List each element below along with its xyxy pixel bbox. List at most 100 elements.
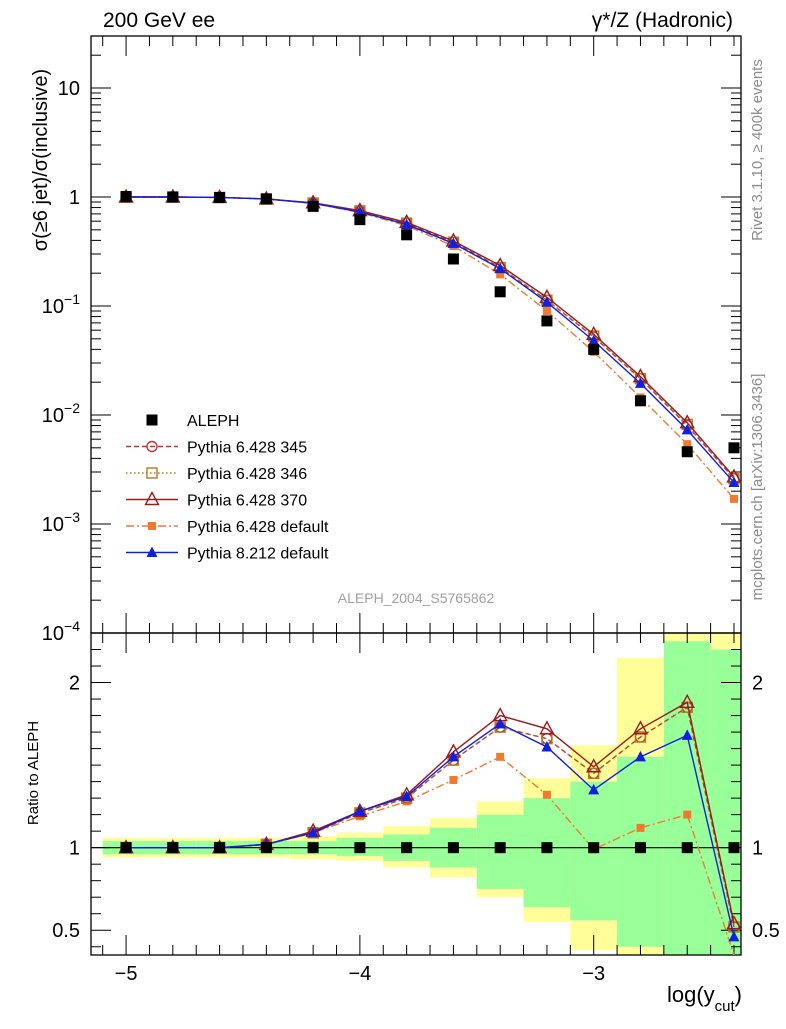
x-tick-label: −4 [348, 963, 371, 985]
ratio-point-ALEPH [214, 842, 226, 854]
data-point-p8 [681, 423, 693, 435]
ratio-point-p8 [634, 750, 646, 762]
legend-label-p345: Pythia 6.428 345 [187, 440, 307, 457]
ratio-point-p370 [632, 720, 649, 735]
data-point-p8 [401, 218, 413, 229]
data-point-p8 [728, 476, 740, 488]
ratio-point-ALEPH [728, 842, 740, 854]
data-point-ALEPH [681, 446, 693, 458]
ratio-point-p8 [494, 717, 506, 729]
watermark: ALEPH_2004_S5765862 [338, 590, 495, 606]
data-point-ALEPH [354, 214, 366, 226]
legend-label-p346: Pythia 6.428 346 [187, 466, 307, 483]
ratio-point-p8 [401, 790, 413, 801]
ratio-point-ALEPH [681, 842, 693, 854]
ratio-ylabel: Ratio to ALEPH [25, 721, 42, 825]
band-green [710, 649, 741, 955]
ratio-point-p346 [634, 731, 647, 743]
y-tick-label: 10 [58, 78, 80, 100]
y-tick-label: 1 [69, 187, 80, 209]
legend-label-p370: Pythia 6.428 370 [187, 493, 307, 510]
legend-marker-p345 [146, 440, 158, 453]
data-point-p8 [354, 205, 366, 217]
data-point-ALEPH [401, 229, 413, 241]
ratio-point-ALEPH [307, 842, 319, 854]
series-line-p370 [126, 196, 735, 478]
ratio-point-pdefault [636, 823, 645, 832]
series-line-p346 [126, 196, 735, 480]
ratio-point-p370 [679, 693, 695, 709]
ratio-point-ALEPH [447, 842, 459, 854]
ratio-point-p346 [587, 767, 600, 780]
ratio-point-p8 [307, 826, 319, 838]
y-tick-label: 10−2 [42, 400, 80, 427]
ratio-point-ALEPH [634, 842, 646, 854]
ratio-y-tick-label-right: 0.5 [752, 920, 780, 942]
data-point-p8 [588, 334, 600, 346]
data-point-ALEPH [260, 193, 272, 205]
legend-label-ALEPH: ALEPH [187, 413, 239, 430]
ratio-point-ALEPH [541, 842, 553, 854]
ratio-point-ALEPH [260, 842, 272, 854]
data-point-pdefault [542, 306, 551, 315]
mcplots-label: mcplots.cern.ch [arXiv:1306.3436] [749, 374, 766, 601]
data-point-ALEPH [307, 200, 319, 212]
ratio-point-pdefault [496, 752, 505, 761]
y-tick-label: 10−4 [42, 618, 80, 645]
ratio-y-tick-label-right: 2 [752, 673, 763, 695]
legend-marker-ALEPH [146, 414, 158, 426]
data-point-ALEPH [167, 191, 179, 203]
data-point-ALEPH [541, 315, 553, 327]
legend-label-pdefault: Pythia 6.428 default [187, 519, 329, 536]
ratio-line-p345 [126, 706, 735, 928]
data-point-p8 [541, 296, 553, 307]
main-frame [90, 35, 742, 634]
data-point-ALEPH [494, 286, 506, 298]
axis-ticks: 10 1 10−1 10−2 10−3 10−4 −5 −4 −3 0.5 0.5 1 1 2 2 [42, 35, 780, 985]
ratio-point-ALEPH [494, 842, 506, 854]
legend-marker-p370 [144, 491, 160, 506]
ratio-point-p8 [447, 750, 459, 762]
ratio-point-pdefault [683, 810, 692, 819]
series-line-p345 [126, 196, 735, 480]
ratio-series [118, 693, 742, 956]
data-point-p8 [494, 262, 506, 274]
ratio-frame [90, 632, 742, 956]
ratio-point-pdefault [542, 790, 551, 799]
legend: ALEPH Pythia 6.428 345 Pythia 6.428 346 Pyt… [126, 413, 329, 563]
ratio-y-tick-label-right: 1 [752, 838, 763, 860]
ratio-point-ALEPH [401, 842, 413, 854]
data-point-ALEPH [588, 343, 600, 355]
ratio-point-pdefault [402, 797, 411, 806]
rivet-label: Rivet 3.1.10, ≥ 400k events [749, 59, 766, 241]
ratio-point-ALEPH [167, 842, 179, 854]
data-point-p8 [634, 377, 646, 388]
series-line-p8 [126, 196, 735, 484]
data-point-pdefault [729, 494, 738, 503]
y-tick-label: 10−3 [42, 509, 80, 536]
x-axis-label: log(ycut) [667, 982, 742, 1015]
ratio-point-ALEPH [588, 842, 600, 854]
data-point-ALEPH [120, 191, 132, 203]
ratio-point-p370 [586, 758, 602, 773]
band-green [663, 641, 711, 955]
x-tick-label: −3 [582, 963, 605, 985]
ratio-point-pdefault [449, 775, 458, 784]
legend-marker-pdefault [148, 522, 156, 530]
header-left: 200 GeV ee [103, 9, 215, 32]
data-point-p8 [447, 237, 459, 248]
ratio-point-p8 [728, 930, 740, 942]
ratio-y-tick-label: 1 [69, 838, 80, 860]
data-point-pdefault [683, 440, 692, 449]
ratio-line-p8 [126, 723, 735, 937]
data-point-ALEPH [447, 253, 459, 265]
data-point-ALEPH [214, 191, 226, 203]
ratio-point-p370 [539, 720, 555, 735]
main-ylabel: σ(≥6 jet)/σ(inclusive) [30, 69, 52, 251]
ratio-point-ALEPH [354, 842, 366, 854]
y-tick-label: 10−1 [42, 291, 80, 318]
data-point-ALEPH [634, 395, 646, 407]
ratio-point-p8 [681, 729, 693, 740]
ratio-point-p8 [588, 783, 600, 795]
